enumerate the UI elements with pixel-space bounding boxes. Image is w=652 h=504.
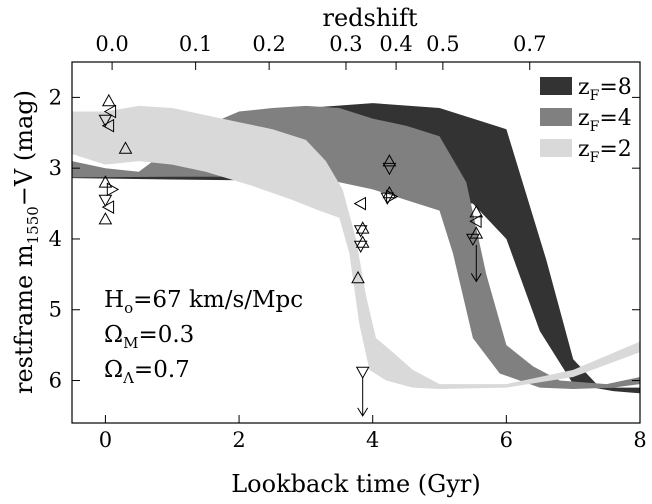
- annotation-omega-m-rest: =0.3: [138, 322, 194, 348]
- data-point-21: [469, 205, 484, 218]
- data-point-4: [118, 141, 133, 154]
- legend-label-zf8-sub: F: [590, 88, 600, 104]
- data-point-15: [351, 270, 365, 284]
- top-tick-label-0.4: 0.4: [379, 32, 412, 56]
- y-axis-title-sub: 1550: [24, 206, 42, 244]
- legend-label-zf2-sub: F: [590, 150, 600, 166]
- data-point-11: [355, 221, 370, 234]
- y-tick-label-4: 4: [49, 227, 62, 251]
- data-point-1: [101, 93, 116, 107]
- data-point-9: [98, 212, 113, 225]
- y-tick-label-3: 3: [49, 156, 62, 180]
- y-axis-ticks: 2 3 4 5 6: [49, 85, 640, 393]
- top-tick-label-0.3: 0.3: [329, 32, 362, 56]
- legend-label-zf2-rest: =2: [599, 137, 631, 162]
- annotation-hubble-rest: =67 km/s/Mpc: [133, 287, 303, 313]
- plot-frame: [71, 61, 641, 424]
- x-tick-label-8: 8: [633, 428, 646, 452]
- data-point-6: [106, 182, 120, 197]
- data-point-22: [469, 214, 482, 229]
- data-point-17: [382, 162, 397, 176]
- top-tick-label-0.0: 0.0: [95, 32, 128, 56]
- data-point-5: [98, 175, 113, 188]
- limit-arrow-head-1: [357, 407, 369, 417]
- model-bands: [72, 103, 640, 394]
- annotation-omega-m-main: Ω: [104, 322, 123, 348]
- legend-label-zf8-rest: =8: [599, 75, 631, 100]
- upper-limit-arrows: [357, 244, 482, 417]
- band-zf4: [72, 105, 640, 390]
- data-point-10: [353, 196, 366, 211]
- y-tick-label-5: 5: [49, 298, 62, 322]
- annotation-omega-lambda-sub: Λ: [122, 369, 134, 387]
- legend-label-zf4-rest: =4: [599, 106, 631, 131]
- top-tick-label-0.2: 0.2: [252, 32, 285, 56]
- legend-swatch-zf8: [540, 77, 572, 95]
- data-point-24: [466, 233, 480, 247]
- x-tick-label-0: 0: [99, 428, 112, 452]
- x-axis-title: Lookback time (Gyr): [231, 470, 481, 498]
- x-tick-label-4: 4: [366, 428, 379, 452]
- top-axis-title: redshift: [322, 4, 417, 32]
- data-point-25: [355, 366, 370, 380]
- x-tick-label-2: 2: [232, 428, 245, 452]
- legend-swatch-zf4: [540, 108, 572, 126]
- data-point-8: [101, 200, 115, 214]
- data-point-16: [382, 154, 397, 167]
- annotation-omega-lambda-main: Ω: [104, 357, 123, 383]
- legend-swatch-zf2: [540, 139, 572, 157]
- annotation-hubble-sub: o: [124, 299, 133, 317]
- data-point-0: [98, 114, 113, 128]
- limit-arrow-head-0: [470, 273, 482, 283]
- legend-label-zf2-main: z: [578, 137, 590, 162]
- data-point-14: [353, 240, 368, 254]
- annotation-omega-lambda-rest: =0.7: [134, 357, 190, 383]
- top-axis-ticks: 0.0 0.1 0.2 0.3 0.4 0.5 0.7: [95, 32, 546, 70]
- y-axis-title: restframe m1550−V (mag): [10, 90, 42, 394]
- y-tick-label-6: 6: [49, 369, 62, 393]
- data-point-7: [98, 194, 113, 208]
- legend-label-zf4: zF=4: [578, 106, 632, 135]
- legend: zF=8 zF=4 zF=2: [540, 75, 632, 166]
- legend-label-zf8-main: z: [578, 75, 590, 100]
- y-axis-title-rest: −V (mag): [10, 90, 38, 206]
- legend-label-zf4-sub: F: [590, 119, 600, 135]
- annotation-omega-lambda: ΩΛ=0.7: [104, 357, 190, 387]
- legend-label-zf8: zF=8: [578, 75, 632, 104]
- x-axis-ticks: 0 2 4 6 8: [99, 415, 647, 452]
- annotation-hubble-main: H: [104, 287, 124, 313]
- band-zf2: [72, 105, 640, 390]
- data-point-20: [380, 192, 395, 205]
- x-tick-label-6: 6: [500, 428, 513, 452]
- data-point-12: [353, 225, 368, 238]
- data-points: [98, 93, 484, 380]
- legend-label-zf4-main: z: [578, 106, 590, 131]
- y-tick-label-2: 2: [49, 85, 62, 109]
- top-tick-label-0.5: 0.5: [426, 32, 459, 56]
- data-point-13: [355, 235, 370, 248]
- top-tick-label-0.7: 0.7: [513, 32, 546, 56]
- y-axis-title-main: restframe m: [10, 244, 38, 394]
- legend-label-zf2: zF=2: [578, 137, 632, 166]
- annotation-omega-m: ΩM=0.3: [104, 322, 194, 352]
- annotation-hubble: Ho=67 km/s/Mpc: [104, 287, 303, 317]
- top-tick-label-0.1: 0.1: [179, 32, 212, 56]
- data-point-2: [103, 104, 117, 119]
- annotation-omega-m-sub: M: [123, 334, 138, 352]
- data-point-3: [101, 118, 115, 133]
